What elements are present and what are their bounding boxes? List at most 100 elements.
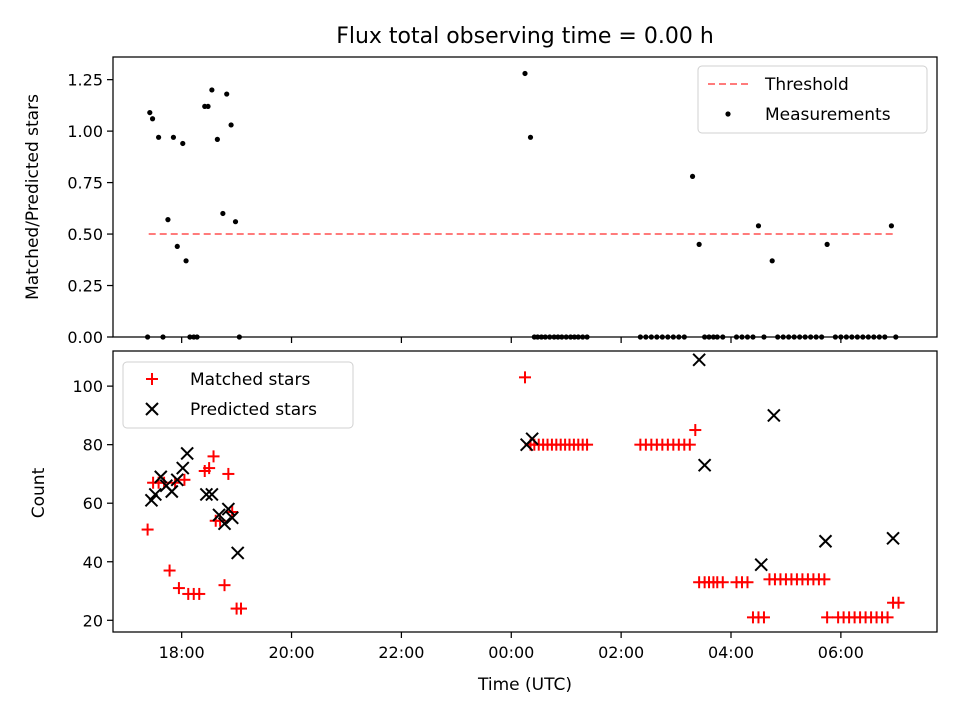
bottom-x-tick-label: 04:00 (708, 643, 754, 662)
matched-star-marker (207, 450, 220, 463)
bottom-y-tick-label: 60 (83, 494, 103, 513)
measurement-point (149, 116, 156, 122)
measurement-point (232, 219, 239, 225)
legend-measurements-swatch (725, 111, 731, 117)
measurement-point (180, 140, 186, 147)
chart-title: Flux total observing time = 0.00 h (336, 24, 714, 49)
bottom-y-tick-label: 40 (83, 553, 103, 572)
top-y-tick-label: 0.50 (67, 225, 103, 244)
measurement-point (755, 223, 762, 229)
measurement-point (170, 134, 177, 140)
predicted-star-marker (165, 484, 179, 499)
top-legend-box (697, 65, 928, 134)
measurement-point (224, 91, 230, 97)
measurement-point (824, 241, 830, 247)
measurement-point (522, 70, 528, 77)
predicted-stars-points (144, 353, 900, 572)
predicted-star-marker (697, 458, 712, 472)
matched-star-marker (689, 424, 702, 437)
matched-star-marker (519, 371, 531, 384)
top-axes-ticks: 0.00 0.25 0.50 0.75 1.00 1.25 (67, 71, 842, 347)
measurement-point (689, 173, 696, 180)
x-axis-label: Time (UTC) (477, 675, 572, 695)
measurement-point (527, 134, 534, 140)
bottom-y-tick-label: 80 (83, 436, 103, 455)
matched-star-marker (193, 587, 206, 600)
top-y-tick-label: 1.25 (67, 71, 103, 90)
predicted-star-marker (154, 470, 168, 484)
matched-star-marker (818, 573, 831, 586)
matched-star-marker (821, 611, 834, 624)
predicted-star-marker (886, 531, 900, 546)
matched-star-marker (178, 473, 191, 486)
predicted-star-marker (212, 508, 226, 522)
matched-star-marker (581, 438, 594, 451)
bottom-y-axis-label: Count (29, 467, 49, 518)
measurement-point (183, 258, 189, 264)
measurement-point (147, 109, 153, 116)
matched-star-marker (683, 438, 696, 451)
matched-star-marker (172, 582, 185, 595)
measurement-point (696, 241, 702, 247)
measurement-point (228, 122, 234, 128)
predicted-star-marker (199, 487, 214, 502)
predicted-star-marker (692, 353, 706, 367)
measurement-point (769, 258, 775, 264)
predicted-star-marker (225, 511, 239, 525)
legend-threshold-label: Threshold (764, 75, 849, 95)
measurement-point (155, 134, 162, 140)
predicted-star-marker (144, 493, 159, 507)
matched-star-marker (741, 576, 754, 589)
measurement-point (165, 217, 171, 223)
bottom-y-tick-label: 20 (83, 611, 103, 630)
top-y-tick-label: 0.75 (67, 174, 103, 193)
predicted-star-marker (217, 516, 232, 531)
top-axes-frame (112, 56, 938, 338)
matched-star-marker (757, 611, 770, 624)
top-y-tick-label: 0.00 (67, 328, 103, 347)
measurement-point (220, 210, 226, 217)
matched-star-marker (892, 596, 905, 609)
bottom-x-tick-label: 22:00 (378, 643, 424, 662)
matched-star-marker (203, 462, 216, 475)
measurement-point (888, 223, 895, 229)
legend-matched-label: Matched stars (190, 370, 310, 390)
predicted-star-marker (767, 408, 781, 423)
legend-measurements-label: Measurements (765, 105, 891, 125)
bottom-axes-ticks: 20 40 60 80 100 18:00 20:00 22:00 00:00 02:00 04:0… (72, 377, 863, 662)
bottom-x-tick-label: 18:00 (159, 643, 205, 662)
top-y-tick-label: 1.00 (67, 122, 103, 141)
bottom-legend: Matched stars Predicted stars (122, 361, 354, 429)
predicted-star-marker (180, 446, 194, 461)
top-legend: Threshold Measurements (697, 65, 928, 134)
bottom-panel: Count Time (UTC) 20 40 60 80 100 18:00 20:00 22… (29, 350, 938, 695)
measurement-points (145, 70, 899, 340)
matched-star-marker (163, 564, 176, 577)
predicted-star-marker (818, 534, 833, 548)
predicted-star-marker (221, 502, 236, 516)
top-y-axis-label: Matched/Predicted stars (23, 94, 43, 300)
matched-stars-points (141, 371, 905, 624)
bottom-y-tick-label: 100 (72, 377, 103, 396)
predicted-star-marker (170, 473, 184, 487)
predicted-star-marker (205, 487, 219, 502)
bottom-axes-frame (112, 350, 938, 633)
measurement-point (209, 87, 215, 93)
predicted-star-marker (148, 487, 163, 502)
bottom-x-tick-label: 02:00 (598, 643, 644, 662)
top-y-tick-label: 0.25 (67, 277, 103, 296)
predicted-star-marker (525, 432, 539, 446)
legend-predicted-swatch (145, 402, 159, 416)
measurement-point (174, 243, 180, 250)
matched-star-marker (141, 523, 154, 536)
matched-star-marker (222, 467, 235, 480)
predicted-star-marker (230, 546, 245, 560)
predicted-star-marker (754, 557, 768, 572)
bottom-legend-box (122, 361, 354, 429)
top-panel: Flux total observing time = 0.00 h Match… (23, 24, 938, 347)
bottom-x-tick-label: 20:00 (268, 643, 314, 662)
measurement-point (205, 103, 211, 110)
bottom-x-tick-label: 06:00 (818, 643, 864, 662)
legend-matched-swatch (146, 373, 158, 385)
